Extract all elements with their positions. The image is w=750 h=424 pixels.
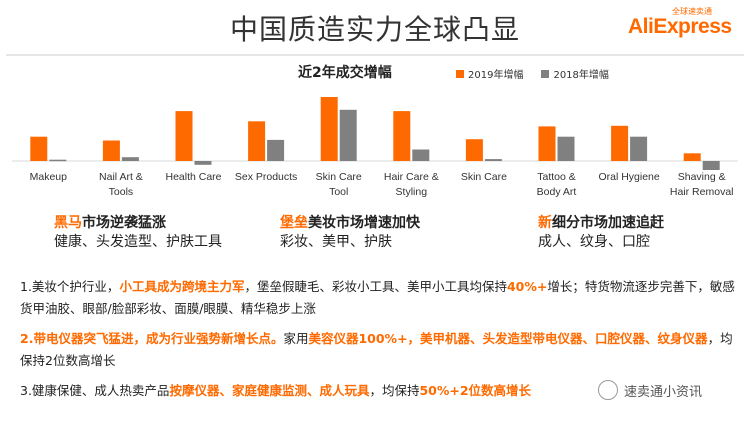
x-tick-label: Sex Products (235, 171, 297, 183)
para-text: 3.健康保健、成人热卖产品 (20, 383, 170, 398)
chart-legend: 2019年增幅 2018年增幅 (456, 66, 609, 81)
bar-2018-3 (194, 161, 212, 165)
paragraph-devices: 2.带电仪器突飞猛进，成为行业强势新增长点。家用美容仪器100%+，美甲机器、头… (20, 328, 738, 372)
para-text: 1.美妆个护行业， (20, 279, 120, 294)
logo-cn-text: 全球速卖通 (672, 7, 712, 16)
x-tick-label: Skin Care (461, 171, 507, 183)
highlight-rest: 细分市场加速追赶 (552, 215, 664, 231)
legend-swatch-2018 (541, 69, 550, 78)
bar-2019-7 (465, 139, 483, 161)
wechat-watermark: 速卖通小资讯 (594, 378, 707, 402)
para-text: ，均保持 (369, 383, 420, 398)
highlight-rest: 市场逆袭猛涨 (82, 215, 166, 231)
highlight-bastion: 堡垒美妆市场增速加快 彩妆、美甲、护肤 (280, 214, 420, 252)
x-tick-label: Hair Removal (670, 186, 734, 198)
highlight-sub: 健康、头发造型、护肤工具 (54, 234, 222, 250)
highlight-title: 新细分市场加速追赶 (538, 214, 664, 232)
para-text: ，堡垒假睫毛、彩妆小工具、美甲小工具均保持 (244, 279, 507, 294)
bar-2019-6 (393, 111, 411, 161)
bar-2019-9 (611, 125, 629, 161)
bar-2019-3 (175, 111, 193, 161)
legend-swatch-2019 (456, 69, 464, 78)
aliexpress-logo: 全球速卖通 AliExpress (628, 6, 738, 42)
bar-2018-5 (339, 109, 357, 161)
x-tick-label: Shaving & (678, 171, 726, 183)
bar-2018-1 (49, 159, 67, 162)
para-emphasis: 小工具成为跨境主力军 (119, 279, 245, 294)
para-emphasis: 40%+ (506, 279, 548, 294)
logo-en-text: AliExpress (628, 15, 732, 38)
legend-label-2018: 2018年增幅 (553, 70, 609, 81)
x-tick-label: Hair Care & (384, 171, 439, 183)
legend-label-2019: 2019年增幅 (468, 70, 524, 81)
x-tick-label: Body Art (537, 186, 577, 198)
x-tick-label: Tools (109, 186, 134, 198)
bar-2018-4 (267, 139, 285, 161)
highlight-em: 新 (538, 215, 552, 231)
para-emphasis: 美容仪器100%+，美甲机器、头发造型带电仪器、口腔仪器、纹身仪器 (308, 331, 708, 346)
para-text: 增长；特货物流逐步完善下，敏感货甲油胶、眼部/脸部彩妆、面膜/眼膜、精华稳步上涨 (20, 279, 735, 316)
highlight-rest: 美妆市场增速加快 (308, 215, 420, 231)
x-tick-label: Skin Care (316, 171, 362, 183)
para-text: ，均保持2位数高增长 (20, 331, 733, 368)
x-tick-label: Nail Art & (99, 171, 143, 183)
bar-2018-10 (702, 161, 720, 170)
bar-2019-1 (30, 136, 48, 161)
x-tick-label: Tattoo & (537, 171, 576, 183)
highlight-dark-horse: 黑马市场逆袭猛涨 健康、头发造型、护肤工具 (54, 214, 222, 252)
legend-item-2019: 2019年增幅 (456, 66, 523, 81)
bar-2018-6 (412, 149, 430, 161)
highlight-em: 黑马 (54, 215, 82, 231)
bar-2018-7 (484, 159, 502, 161)
growth-bar-chart: Makeup Nail Art & Tools Health Care Sex Prod… (12, 97, 738, 198)
wechat-icon (598, 380, 618, 400)
para-emphasis: 50%+2位数高增长 (419, 383, 532, 398)
bar-2019-4 (248, 121, 266, 161)
para-text: 家用 (283, 331, 309, 346)
x-tick-label: Tool (329, 186, 348, 198)
highlight-new-niche: 新细分市场加速追赶 成人、纹身、口腔 (538, 214, 664, 252)
highlight-title: 堡垒美妆市场增速加快 (280, 214, 420, 232)
x-tick-label: Makeup (30, 171, 68, 183)
watermark-text: 速卖通小资讯 (624, 384, 703, 400)
bar-2019-2 (102, 140, 120, 161)
bar-2018-2 (121, 157, 139, 161)
bar-2018-9 (630, 136, 648, 161)
highlight-em: 堡垒 (280, 215, 308, 231)
slide-title: 中国质造实力全球凸显 (229, 13, 520, 46)
bar-2018-8 (557, 136, 575, 161)
highlight-sub: 成人、纹身、口腔 (538, 234, 650, 250)
paragraph-health: 3.健康保健、成人热卖产品按摩仪器、家庭健康监测、成人玩具，均保持50%+2位数… (20, 380, 620, 402)
highlight-title: 黑马市场逆袭猛涨 (54, 214, 222, 232)
x-tick-label: Oral Hygiene (598, 171, 659, 183)
bar-2019-8 (538, 126, 556, 161)
x-tick-label: Styling (396, 186, 428, 198)
highlight-sub: 彩妆、美甲、护肤 (280, 234, 392, 250)
x-tick-label: Health Care (165, 171, 221, 183)
bar-2019-10 (683, 153, 701, 161)
legend-item-2018: 2018年增幅 (541, 66, 609, 81)
para-emphasis: 2.带电仪器突飞猛进，成为行业强势新增长点。 (20, 331, 284, 346)
paragraph-beauty: 1.美妆个护行业，小工具成为跨境主力军，堡垒假睫毛、彩妆小工具、美甲小工具均保持… (20, 276, 738, 320)
title-divider (6, 54, 744, 56)
chart-title: 近2年成交增幅 (298, 65, 392, 81)
para-emphasis: 按摩仪器、家庭健康监测、成人玩具 (169, 383, 370, 398)
bar-2019-5 (320, 97, 338, 161)
